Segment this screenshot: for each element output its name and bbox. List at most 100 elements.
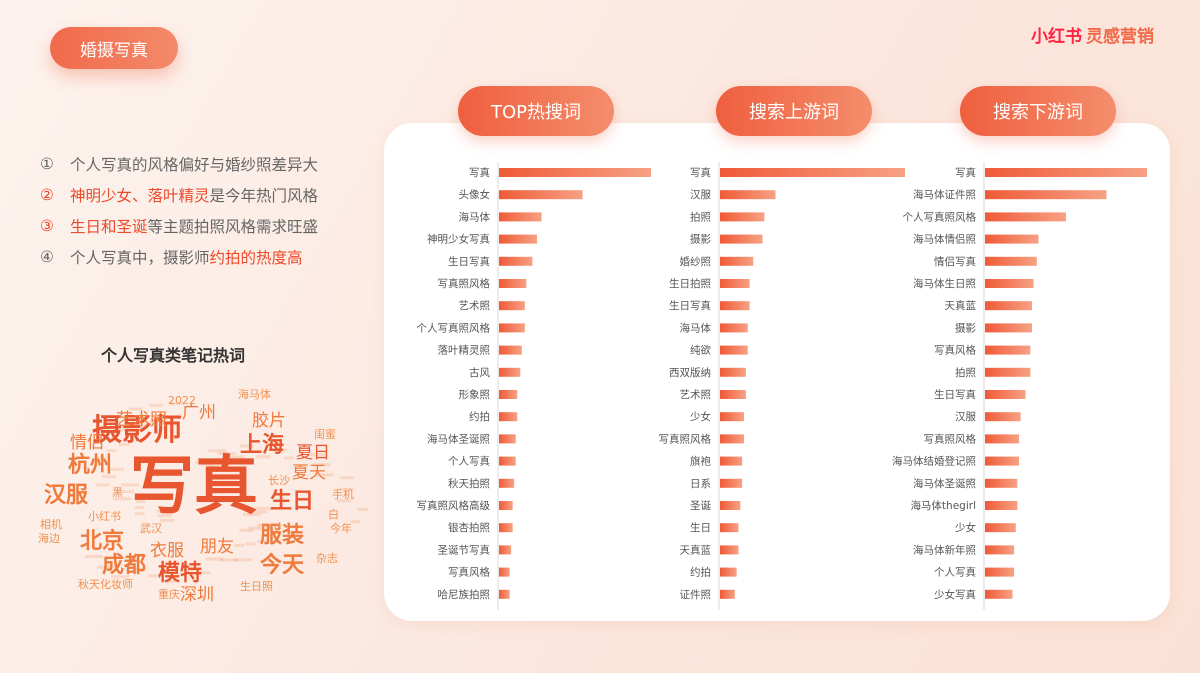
bar <box>985 390 1026 399</box>
cloud-word: 小红书 <box>88 510 121 523</box>
category-label: 日系 <box>690 478 711 490</box>
cloud-filler-mark <box>84 555 103 559</box>
category-label: 少女 <box>690 410 711 423</box>
category-label: 生日拍照 <box>669 277 711 290</box>
cloud-word: 手机 <box>332 487 354 501</box>
cloud-filler-mark <box>121 483 140 487</box>
cloud-filler-mark <box>208 464 219 468</box>
cloud-filler-mark <box>134 506 145 510</box>
insight-item: ③ 生日和圣诞 等主题拍照风格需求旺盛 <box>40 210 318 241</box>
bar <box>499 456 516 466</box>
bar <box>985 323 1032 333</box>
category-label: 秋天拍照 <box>448 477 490 490</box>
cloud-word: 海边 <box>38 531 60 545</box>
insight-number: ③ <box>40 216 54 235</box>
category-label: 拍照 <box>690 210 711 223</box>
cloud-filler-mark <box>134 512 145 516</box>
cloud-word: 海马体 <box>238 387 271 401</box>
category-label: 海马体新年照 <box>913 543 976 556</box>
cloud-filler-mark <box>196 571 211 575</box>
category-label: 生日写真 <box>934 388 976 401</box>
cloud-filler-mark <box>234 543 245 547</box>
bar <box>985 412 1021 422</box>
cloud-filler-mark <box>277 448 288 452</box>
cloud-word: 生日照 <box>240 579 273 593</box>
category-label: 写真风格 <box>934 344 976 357</box>
bar <box>985 478 1018 488</box>
category-tag: 婚摄写真 <box>50 27 178 69</box>
category-label: 形象照 <box>459 389 491 401</box>
bar <box>720 190 776 200</box>
bar <box>720 523 739 533</box>
cloud-filler-mark <box>219 558 238 562</box>
bar <box>720 589 735 599</box>
category-label: 艺术照 <box>459 300 491 312</box>
insight-number: ② <box>40 185 54 204</box>
bar <box>499 478 515 488</box>
category-label: 海马体结婚登记照 <box>892 455 976 468</box>
category-label: 证件照 <box>680 589 712 601</box>
category-label: 海马体圣诞照 <box>427 432 490 445</box>
bar <box>985 168 1147 177</box>
cloud-word: 深圳 <box>180 585 214 605</box>
category-label: 生日写真 <box>448 255 490 268</box>
cloud-filler-mark <box>254 506 273 510</box>
category-label: 个人写真照风格 <box>417 321 491 334</box>
cloud-filler-mark <box>242 495 252 498</box>
cloud-word: 摄影师 <box>92 413 182 448</box>
cloud-filler-mark <box>194 461 205 465</box>
bar <box>985 234 1039 244</box>
bar <box>499 168 651 177</box>
cloud-word: 夏天 <box>292 463 326 483</box>
bar <box>985 279 1034 288</box>
bar <box>720 168 905 177</box>
category-label: 圣诞节写真 <box>438 543 491 556</box>
cloud-word: 模特 <box>158 560 202 586</box>
cloud-word: 衣服 <box>150 541 184 561</box>
cloud-filler-mark <box>257 523 272 527</box>
cloud-word: 闺蜜 <box>314 427 336 441</box>
bar <box>499 323 525 333</box>
cloud-filler-mark <box>315 473 334 477</box>
bar <box>720 478 743 488</box>
cloud-filler-mark <box>307 453 326 457</box>
cloud-filler-mark <box>116 490 135 494</box>
bar <box>720 456 743 466</box>
category-label: 海马体圣诞照 <box>913 477 976 490</box>
cloud-word: 胶片 <box>252 411 286 431</box>
bar <box>720 301 750 311</box>
category-label: 约拍 <box>469 410 490 423</box>
cloud-filler-mark <box>96 565 115 569</box>
category-label: 海马体thegirl <box>910 499 976 512</box>
cloud-filler-mark <box>113 497 132 501</box>
category-label: 海马体证件照 <box>913 188 976 201</box>
category-label: 汉服 <box>690 189 711 201</box>
cloud-filler-mark <box>256 455 271 459</box>
insight-number: ① <box>40 154 54 173</box>
cloud-filler-mark <box>149 403 164 407</box>
cloud-filler-mark <box>169 402 184 406</box>
category-label: 银杏拍照 <box>448 521 490 534</box>
cloud-filler-mark <box>242 512 261 516</box>
bar <box>985 456 1020 466</box>
cloud-word: 杭州 <box>68 452 112 478</box>
cloud-word: 北京 <box>80 528 124 554</box>
bar <box>985 301 1032 311</box>
cloud-filler-mark <box>208 449 227 453</box>
cloud-filler-mark <box>129 423 148 427</box>
category-label: 生日 <box>690 521 711 534</box>
cloud-word: 今年 <box>330 521 352 535</box>
bar <box>499 190 583 200</box>
category-label: 落叶精灵照 <box>438 344 491 357</box>
cloud-word: 今天 <box>260 552 305 578</box>
cloud-word: 上海 <box>240 432 284 458</box>
category-label: 少女 <box>955 521 976 534</box>
brand-logo: 小红书 灵感营销 <box>1031 22 1154 47</box>
category-label: 纯欲 <box>690 344 711 357</box>
cloud-filler-mark <box>159 518 174 522</box>
cloud-filler-mark <box>249 449 264 453</box>
insight-item: ④ 个人写真中，摄影师 约拍的热度高 <box>40 241 318 272</box>
category-label: 写真 <box>955 166 976 179</box>
cloud-word: 成都 <box>102 553 146 578</box>
bar <box>499 301 525 311</box>
